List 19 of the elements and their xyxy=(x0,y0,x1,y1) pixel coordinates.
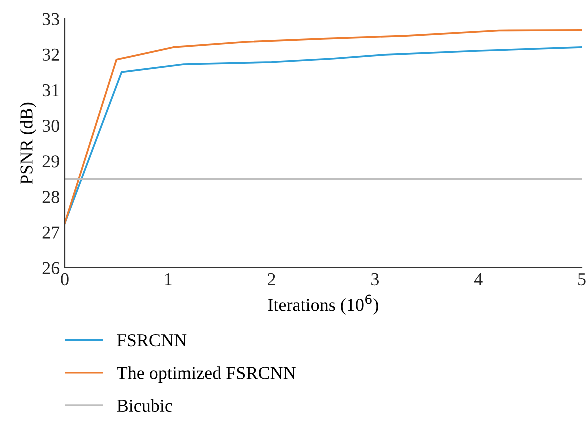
y-tick-label: 26 xyxy=(42,262,60,274)
x-tick-label: 5 xyxy=(578,274,586,286)
x-axis-title: Iterations (10$^{6}$) xyxy=(268,294,378,315)
y-tick-label: 27 xyxy=(42,226,60,239)
legend-label: Bicubic xyxy=(117,399,172,412)
legend-label: The optimized FSRCNN xyxy=(117,366,296,384)
x-tick-label: 1 xyxy=(165,273,172,286)
y-tick-label: 30 xyxy=(42,120,60,132)
x-tick-label: 3 xyxy=(372,273,380,286)
y-axis-title: PSNR (dB) xyxy=(20,102,37,184)
y-tick-label: 33 xyxy=(42,13,60,26)
y-tick-label: 31 xyxy=(42,84,60,97)
x-tick-label: 0 xyxy=(61,273,69,286)
x-tick-label: 2 xyxy=(268,273,276,286)
y-tick-label: 29 xyxy=(42,156,60,168)
y-tick-label: 32 xyxy=(42,48,60,62)
x-tick-label: 4 xyxy=(474,274,483,286)
y-tick-label: 28 xyxy=(42,191,60,204)
legend-label: FSRCNN xyxy=(117,334,187,347)
